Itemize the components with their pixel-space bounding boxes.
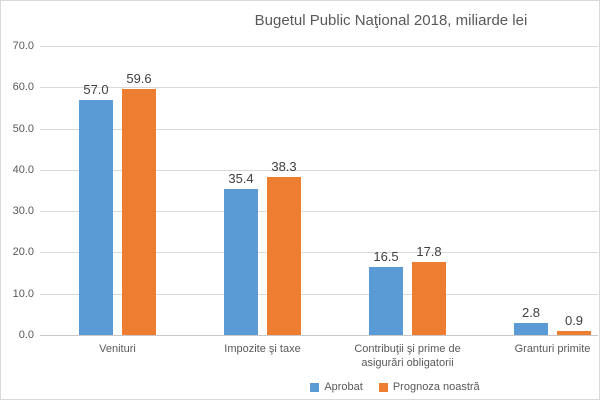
bar-wrap: 59.6 xyxy=(122,71,156,335)
bar-groups: 57.0 59.6 35.4 38.3 16.5 17.8 2.8 0.9 xyxy=(45,46,599,335)
bar-series1 xyxy=(224,188,258,335)
bar-series1 xyxy=(514,323,548,335)
bar-wrap: 0.9 xyxy=(557,313,591,335)
bar-group: 57.0 59.6 xyxy=(45,46,190,335)
gridline xyxy=(40,169,598,171)
y-axis-labels: 0.0 10.0 20.0 30.0 40.0 50.0 60.0 70.0 xyxy=(1,40,34,341)
legend-item: Aprobat xyxy=(310,381,363,393)
plot-area: 57.0 59.6 35.4 38.3 16.5 17.8 2.8 0.9 xyxy=(40,46,599,336)
y-tick-label: 50.0 xyxy=(12,122,34,135)
chart-title: Bugetul Public Naţional 2018, miliarde l… xyxy=(254,12,528,29)
bar-series2 xyxy=(122,88,156,335)
bar-wrap: 2.8 xyxy=(514,305,548,335)
bar-wrap: 17.8 xyxy=(412,244,446,335)
y-tick-label: 40.0 xyxy=(12,163,34,176)
x-tick-label: Granturi primite xyxy=(514,343,591,355)
bar-wrap: 57.0 xyxy=(79,82,113,335)
value-label: 2.8 xyxy=(521,305,541,321)
y-tick-label: 70.0 xyxy=(12,40,34,52)
y-tick-label: 20.0 xyxy=(12,246,34,259)
gridline xyxy=(40,211,598,213)
y-tick-label: 10.0 xyxy=(12,287,34,300)
bar-series1 xyxy=(369,266,403,335)
gridline xyxy=(40,293,598,295)
x-tick-label: Contribuţii şi prime de asigurări obliga… xyxy=(354,343,461,369)
bar-wrap: 16.5 xyxy=(369,249,403,335)
value-label: 59.6 xyxy=(126,70,152,86)
gridline xyxy=(40,128,598,130)
bar-series2 xyxy=(267,176,301,335)
y-tick-label: 60.0 xyxy=(12,81,34,94)
bar-series1 xyxy=(79,99,113,335)
bar-group: 16.5 17.8 xyxy=(335,46,480,335)
x-tick-label: Impozite şi taxe xyxy=(224,343,301,355)
value-label: 17.8 xyxy=(416,243,442,259)
bar-group: 2.8 0.9 xyxy=(480,46,599,335)
value-label: 57.0 xyxy=(83,81,109,97)
y-tick-label: 0.0 xyxy=(18,329,34,341)
bar-series2 xyxy=(412,261,446,335)
value-label: 35.4 xyxy=(228,170,254,186)
gridline xyxy=(40,46,598,47)
legend-swatch-icon xyxy=(310,382,320,392)
gridline xyxy=(40,335,598,336)
bar-wrap: 35.4 xyxy=(224,171,258,335)
legend-label: Aprobat xyxy=(324,381,363,393)
x-axis-labels: Venituri Impozite şi taxe Contribuţii şi p… xyxy=(45,342,599,370)
bar-series2 xyxy=(557,331,591,335)
legend: Aprobat Prognoza noastră xyxy=(1,381,599,393)
legend-item: Prognoza noastră xyxy=(378,381,480,393)
value-label: 0.9 xyxy=(564,313,584,329)
gridline xyxy=(40,87,598,89)
value-label: 38.3 xyxy=(271,158,297,174)
gridline xyxy=(40,252,598,254)
y-tick-label: 30.0 xyxy=(12,205,34,218)
x-tick-label: Venituri xyxy=(99,343,136,355)
bar-group: 35.4 38.3 xyxy=(190,46,335,335)
value-label: 16.5 xyxy=(373,248,399,264)
legend-label: Prognoza noastră xyxy=(392,381,480,393)
legend-swatch-icon xyxy=(378,382,388,392)
bar-wrap: 38.3 xyxy=(267,159,301,335)
